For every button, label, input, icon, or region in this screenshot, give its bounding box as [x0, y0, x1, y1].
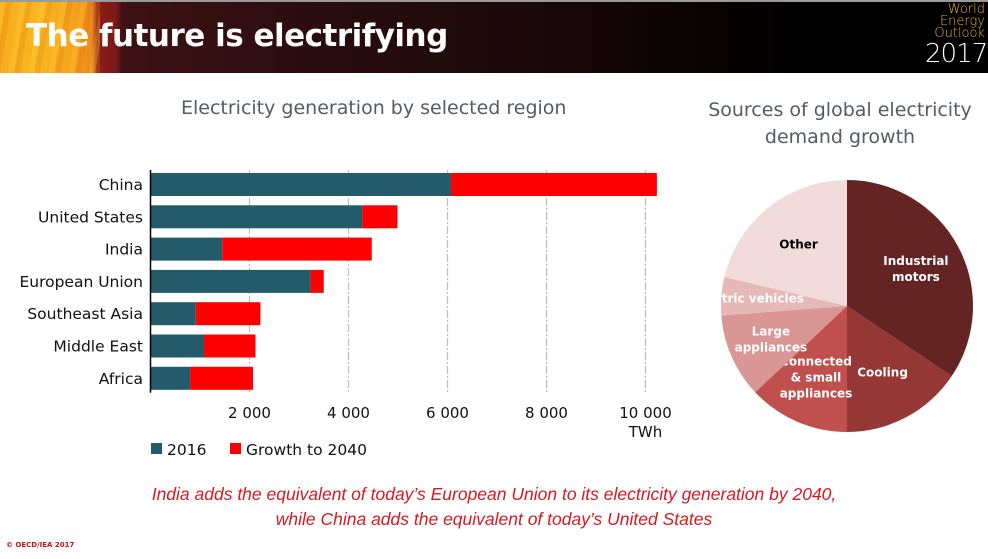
legend-swatch-2016: [151, 443, 162, 454]
pie-slice-label-line: & small: [791, 371, 842, 385]
pie-chart-title: Sources of global electricity demand gro…: [708, 99, 972, 148]
pie-slice-label-line: Cooling: [857, 366, 908, 380]
pie-slice-label: Connected & small appliances: [780, 355, 853, 401]
pie-slice: [721, 306, 847, 393]
bar-growth-2040: [195, 302, 261, 326]
category-label: Middle East: [53, 338, 143, 356]
pie-slice: [724, 180, 847, 306]
bar-growth-2040: [222, 237, 372, 261]
bar-growth-2040: [362, 205, 398, 229]
bar-growth-2040: [203, 334, 256, 358]
logo-line-energy: Energy: [939, 14, 985, 29]
bar-2016: [150, 366, 191, 390]
pie-slice-label-line: appliances: [735, 341, 808, 355]
footnote-line-2: while China adds the equivalent of today…: [275, 509, 713, 529]
pie-slice: [755, 306, 847, 432]
legend-label-growth: Growth to 2040: [246, 441, 367, 459]
pie-slice-label-line: motors: [892, 270, 940, 284]
bar-growth-2040: [190, 366, 253, 390]
pie-slice-label: Cooling: [857, 366, 908, 380]
category-label: India: [105, 241, 143, 259]
pie-slice-label-line: Large: [752, 325, 790, 339]
bar-2016: [150, 173, 451, 196]
pie-slice-label-line: Industrial: [883, 254, 948, 268]
pie-slice-label-line: Connected: [780, 355, 852, 369]
x-tick-label: 8 000: [525, 404, 568, 422]
x-axis-label: TWh: [628, 423, 663, 441]
bar-2016: [150, 269, 311, 293]
pie-slice-label: Industrial motors: [883, 254, 948, 284]
banner-decoration: [0, 2, 100, 73]
category-label: United States: [38, 208, 143, 226]
footnote-line-1: India adds the equivalent of today’s Eur…: [151, 484, 837, 504]
legend-label-2016: 2016: [167, 441, 206, 459]
pie-slice-label-line: appliances: [780, 387, 853, 401]
logo-year: 2017: [925, 39, 988, 69]
page-title: The future is electrifying: [26, 18, 448, 54]
x-tick-label: 4 000: [327, 404, 370, 422]
category-label: Southeast Asia: [27, 305, 143, 323]
pie-slice-label-line: Other: [779, 238, 818, 252]
category-label: China: [99, 176, 143, 194]
pie-slice-label: Large appliances: [735, 325, 808, 355]
bar-chart-title: Electricity generation by selected regio…: [181, 97, 567, 119]
bar-2016: [150, 205, 363, 229]
pie-slice-label-line: Electric vehicles: [694, 291, 804, 305]
x-tick-label: 2 000: [228, 404, 271, 422]
x-tick-label: 6 000: [426, 404, 469, 422]
pie-slice: [847, 306, 952, 432]
pie-chart: Industrial motors Cooling Connected & small a…: [694, 180, 974, 432]
x-tick-label: 10 000: [619, 404, 672, 422]
bar-2016: [150, 334, 204, 358]
weo-logo: World Energy Outlook 2017: [925, 2, 988, 69]
legend-swatch-growth: [230, 443, 241, 454]
category-label: Africa: [99, 370, 143, 388]
header-banner: The future is electrifying World Energy …: [0, 0, 988, 73]
pie-slice-label: Other: [779, 238, 818, 252]
pie-slice: [721, 276, 847, 316]
logo-line-world: World: [947, 2, 985, 17]
logo-line-outlook: Outlook: [934, 26, 985, 41]
bar-2016: [150, 302, 196, 326]
copyright: © OECD/IEA 2017: [6, 541, 75, 549]
category-label: European Union: [19, 273, 143, 291]
bar-growth-2040: [450, 173, 657, 196]
bar-growth-2040: [310, 269, 324, 293]
pie-slice-label: Electric vehicles: [694, 291, 804, 305]
bar-2016: [150, 237, 223, 261]
pie-slice: [847, 180, 974, 377]
